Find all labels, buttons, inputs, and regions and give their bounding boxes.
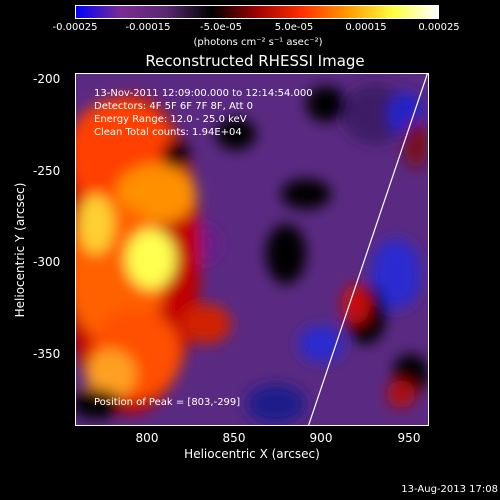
y-tick: -250	[33, 164, 61, 178]
info-time: 13-Nov-2011 12:09:00.000 to 12:14:54.000	[94, 88, 313, 99]
y-tick: -350	[33, 347, 61, 361]
colorbar-tick: 5.0e-05	[274, 22, 314, 33]
y-tick: -200	[33, 72, 61, 86]
info-detectors: Detectors: 4F 5F 6F 7F 8F, Att 0	[94, 101, 254, 112]
colorbar-unit: (photons cm⁻² s⁻¹ asec⁻²)	[193, 37, 323, 48]
colorbar	[75, 5, 439, 19]
x-axis-label: Heliocentric X (arcsec)	[184, 447, 320, 461]
heatmap-svg	[76, 74, 428, 425]
info-clean: Clean Total counts: 1.94E+04	[94, 127, 242, 138]
x-tick: 850	[222, 431, 246, 445]
solar-limb-line	[308, 74, 428, 425]
x-tick: 950	[397, 431, 421, 445]
y-tick: -300	[33, 255, 61, 269]
x-tick: 800	[135, 431, 159, 445]
colorbar-tick: -0.00025	[52, 22, 98, 33]
info-energy: Energy Range: 12.0 - 25.0 keV	[94, 114, 247, 125]
timestamp: 13-Aug-2013 17:08	[401, 484, 498, 495]
y-axis-label: Heliocentric Y (arcsec)	[13, 182, 27, 318]
colorbar-tick: 0.00025	[418, 22, 460, 33]
colorbar-tick: -5.0e-05	[200, 22, 242, 33]
peak-label: Position of Peak = [803,-299]	[94, 397, 241, 408]
colorbar-tick: 0.00015	[345, 22, 387, 33]
colorbar-tick: -0.00015	[125, 22, 171, 33]
solar-image: 13-Nov-2011 12:09:00.000 to 12:14:54.000…	[75, 73, 429, 426]
x-tick: 900	[309, 431, 333, 445]
plot-title: Reconstructed RHESSI Image	[145, 52, 365, 70]
